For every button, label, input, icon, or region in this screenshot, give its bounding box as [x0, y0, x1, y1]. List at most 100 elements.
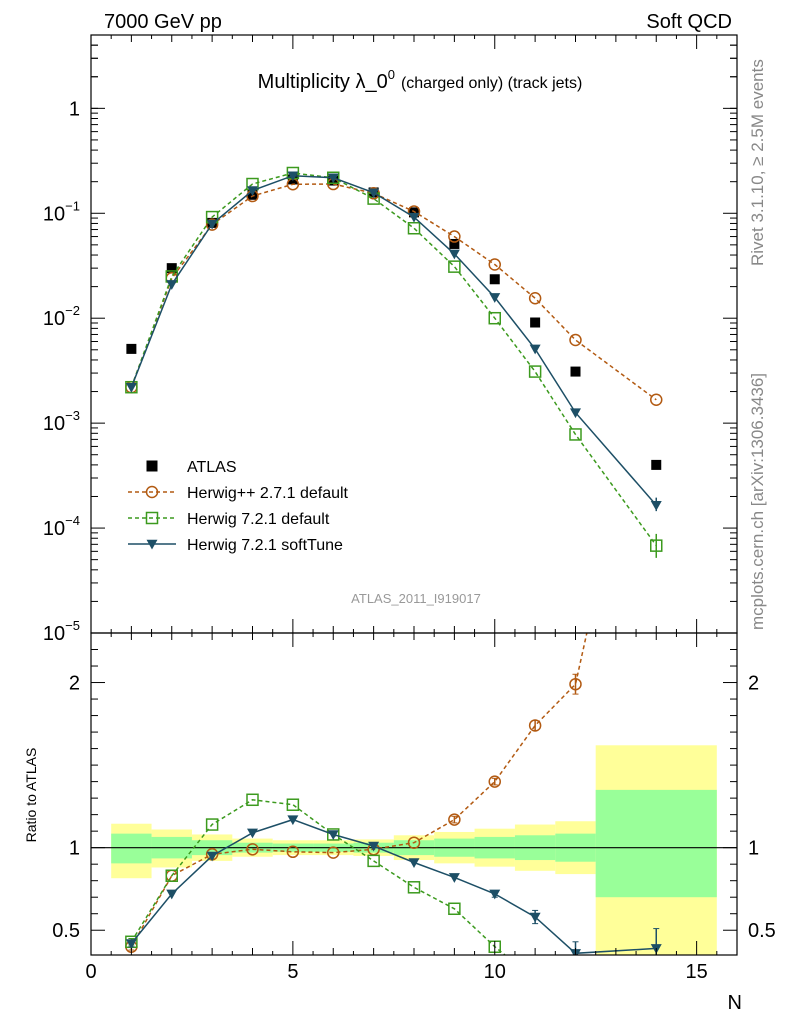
ratio-y-tick-label: 0.5: [52, 920, 80, 942]
ratio-point: [489, 889, 501, 900]
data-point: [530, 317, 541, 328]
chart-title-sup: 0: [388, 67, 395, 82]
data-point: [569, 333, 582, 347]
chart-title-main: Multiplicity λ_0: [258, 71, 388, 93]
ratio-point: [448, 813, 461, 826]
data-point: [206, 219, 218, 230]
data-point: [488, 311, 501, 325]
data-point: [651, 459, 662, 470]
uncertainty-band-inner: [111, 833, 152, 864]
data-point: [327, 173, 339, 184]
y-tick-label-exp: −3: [65, 408, 80, 423]
data-point: [125, 382, 137, 393]
ratio-point: [407, 836, 421, 849]
x-tick-label: 5: [287, 961, 298, 983]
series-line: [130, 172, 657, 547]
legend-item: Herwig 7.2.1 default: [128, 511, 330, 528]
legend-label: Herwig 7.2.1 softTune: [187, 537, 343, 554]
y-tick-label: 10−5: [43, 618, 80, 645]
header-left: 7000 GeV pp: [104, 11, 222, 33]
ratio-point: [165, 869, 178, 882]
ratio-point: [368, 841, 380, 852]
legend-item: Herwig++ 2.7.1 default: [128, 485, 349, 502]
data-point: [448, 249, 460, 260]
data-point: [528, 291, 542, 305]
legend-label: Herwig++ 2.7.1 default: [187, 485, 349, 502]
y-tick-label: 1: [69, 98, 80, 120]
y-tick-label: 10−3: [43, 408, 80, 435]
data-point: [166, 280, 178, 290]
data-point: [448, 230, 461, 243]
ratio-panel: 0.5 0.5 1 1 2 2 0 5 10 15: [52, 314, 776, 1010]
ratio-y-tick-label: 2: [69, 673, 80, 695]
ratio-point: [246, 793, 259, 807]
ratio-series-1: [125, 793, 662, 1010]
data-point: [529, 344, 541, 355]
ratio-point: [286, 845, 300, 859]
ratio-plot-area: [91, 314, 737, 1010]
watermark: ATLAS_2011_I919017: [351, 591, 481, 606]
legend: ATLAS Herwig++ 2.7.1 default Herwig 7.2.1 …: [128, 459, 349, 554]
data-point: [650, 393, 663, 407]
data-point: [489, 274, 500, 285]
ratio-y-tick-label-right: 1: [748, 838, 759, 860]
data-point: [449, 238, 460, 249]
data-point: [489, 293, 501, 303]
x-axis-label: N: [728, 992, 742, 1014]
y-tick-label: 10−1: [43, 198, 80, 225]
legend-marker: [146, 539, 158, 550]
ratio-point: [488, 775, 501, 788]
y-tick-label-base: 10: [43, 308, 65, 330]
y-tick-label-base: 1: [69, 98, 80, 120]
ratio-point: [569, 677, 582, 691]
legend-item: ATLAS: [146, 459, 237, 476]
y-tick-label: 10−4: [43, 513, 80, 540]
y-tick-label-base: 10: [43, 203, 65, 225]
x-tick-label: 15: [686, 961, 708, 983]
legend-label: ATLAS: [187, 459, 237, 476]
x-tick-label: 0: [85, 961, 96, 983]
data-point: [488, 258, 501, 271]
y-tick-label-exp: −2: [65, 303, 80, 318]
ratio-point: [528, 719, 542, 732]
data-point: [569, 428, 582, 441]
ratio-point: [408, 858, 420, 869]
side-label-rivet: Rivet 3.1.10, ≥ 2.5M events: [748, 59, 767, 266]
y-tick-label: 10−2: [43, 303, 80, 330]
ratio-point: [529, 912, 541, 923]
ratio-point: [448, 873, 460, 883]
data-point: [166, 263, 177, 274]
ratio-point: [246, 843, 259, 856]
legend-label: Herwig 7.2.1 default: [187, 511, 330, 528]
ratio-point: [651, 314, 662, 325]
chart-title-small: (charged only) (track jets): [401, 75, 582, 92]
y-axis-label-ratio: Ratio to ATLAS: [23, 748, 39, 843]
ratio-point: [287, 815, 299, 826]
data-point: [408, 212, 420, 223]
header-right: Soft QCD: [646, 11, 732, 33]
ratio-point: [327, 846, 340, 859]
side-label-mcplots: mcplots.cern.ch [arXiv:1306.3436]: [748, 372, 767, 630]
y-tick-label-base: 10: [43, 518, 65, 540]
data-point: [368, 188, 380, 199]
ratio-point: [247, 828, 258, 839]
ratio-point: [651, 999, 662, 1010]
ratio-point: [125, 939, 137, 949]
y-tick-label-base: 10: [43, 623, 65, 645]
uncertainty-band-inner: [595, 789, 717, 898]
ratio-point: [205, 818, 219, 831]
data-point: [448, 260, 461, 273]
data-point: [287, 171, 299, 182]
ratio-point: [570, 991, 581, 1002]
ratio-y-tick-label-right: 2: [748, 673, 759, 695]
ratio-point: [448, 902, 461, 916]
data-point: [247, 186, 258, 196]
main-panel: 110−110−210−310−410−5: [43, 34, 738, 645]
data-point: [570, 366, 581, 377]
y-tick-label-exp: −4: [65, 513, 80, 528]
ratio-y-tick-label-right: 0.5: [748, 920, 776, 942]
data-point: [407, 221, 421, 235]
y-tick-label-exp: −5: [65, 618, 80, 633]
ratio-point: [327, 830, 339, 840]
